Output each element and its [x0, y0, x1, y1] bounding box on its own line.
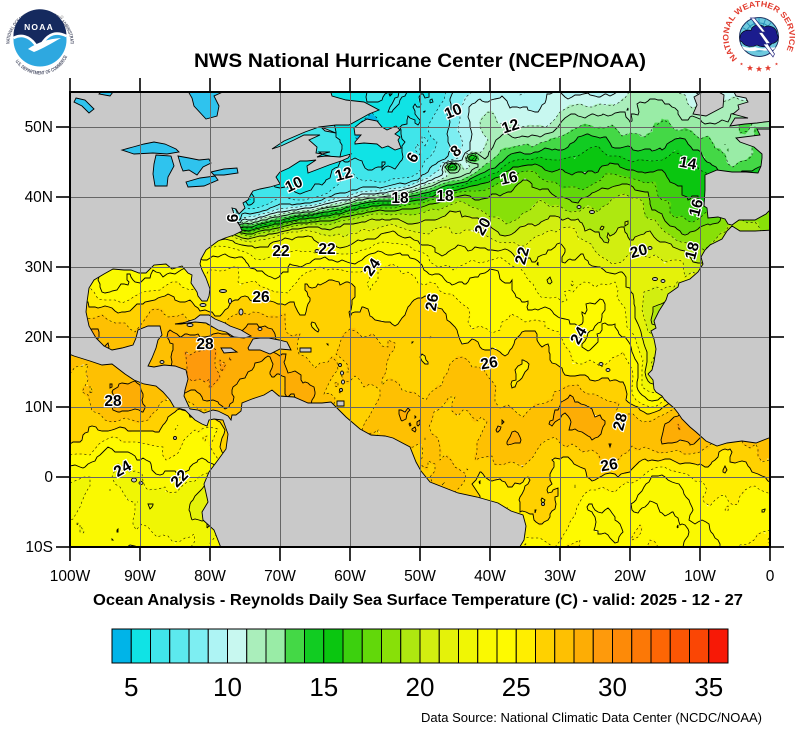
svg-text:100W: 100W [50, 568, 91, 585]
svg-text:20N: 20N [25, 329, 53, 346]
svg-text:Data Source: National Climatic: Data Source: National Climatic Data Cent… [421, 710, 762, 725]
svg-text:16: 16 [686, 197, 707, 218]
svg-text:50N: 50N [25, 119, 53, 136]
svg-text:28: 28 [610, 411, 631, 432]
svg-text:35: 35 [694, 672, 723, 702]
svg-text:30W: 30W [544, 568, 576, 585]
svg-text:40N: 40N [25, 189, 53, 206]
svg-text:10N: 10N [25, 399, 53, 416]
svg-text:20: 20 [628, 241, 649, 262]
svg-text:10W: 10W [684, 568, 716, 585]
svg-text:22: 22 [318, 241, 335, 258]
svg-text:22: 22 [272, 243, 289, 260]
svg-text:30N: 30N [25, 259, 53, 276]
svg-text:26: 26 [423, 292, 443, 312]
svg-text:20W: 20W [614, 568, 646, 585]
svg-text:28: 28 [196, 336, 214, 353]
svg-text:15: 15 [309, 672, 338, 702]
svg-text:10: 10 [213, 672, 242, 702]
svg-text:16: 16 [499, 168, 520, 188]
svg-text:18: 18 [436, 188, 454, 205]
svg-text:5: 5 [124, 672, 138, 702]
svg-text:90W: 90W [124, 568, 156, 585]
svg-text:12: 12 [500, 116, 522, 137]
svg-text:22: 22 [512, 245, 533, 266]
svg-text:18: 18 [391, 190, 409, 207]
svg-text:0: 0 [44, 469, 53, 486]
svg-text:28: 28 [104, 393, 122, 410]
svg-text:NOAA: NOAA [24, 22, 54, 32]
svg-text:20: 20 [406, 672, 435, 702]
svg-text:80W: 80W [194, 568, 226, 585]
svg-text:70W: 70W [264, 568, 296, 585]
svg-text:25: 25 [502, 672, 531, 702]
svg-text:6: 6 [225, 213, 242, 222]
svg-text:14: 14 [678, 154, 698, 174]
svg-text:26: 26 [252, 289, 270, 306]
svg-text:12: 12 [333, 164, 354, 185]
svg-text:40W: 40W [474, 568, 506, 585]
svg-text:10S: 10S [25, 539, 53, 556]
svg-text:NWS National Hurricane Center: NWS National Hurricane Center (NCEP/NOAA… [194, 51, 646, 72]
svg-text:30: 30 [598, 672, 627, 702]
svg-text:18: 18 [682, 240, 703, 261]
svg-text:0: 0 [766, 568, 775, 585]
svg-text:Ocean Analysis - Reynolds Dail: Ocean Analysis - Reynolds Daily Sea Surf… [93, 592, 743, 609]
svg-text:60W: 60W [334, 568, 366, 585]
svg-text:26: 26 [479, 354, 499, 374]
svg-text:26: 26 [599, 456, 619, 476]
svg-text:50W: 50W [404, 568, 436, 585]
